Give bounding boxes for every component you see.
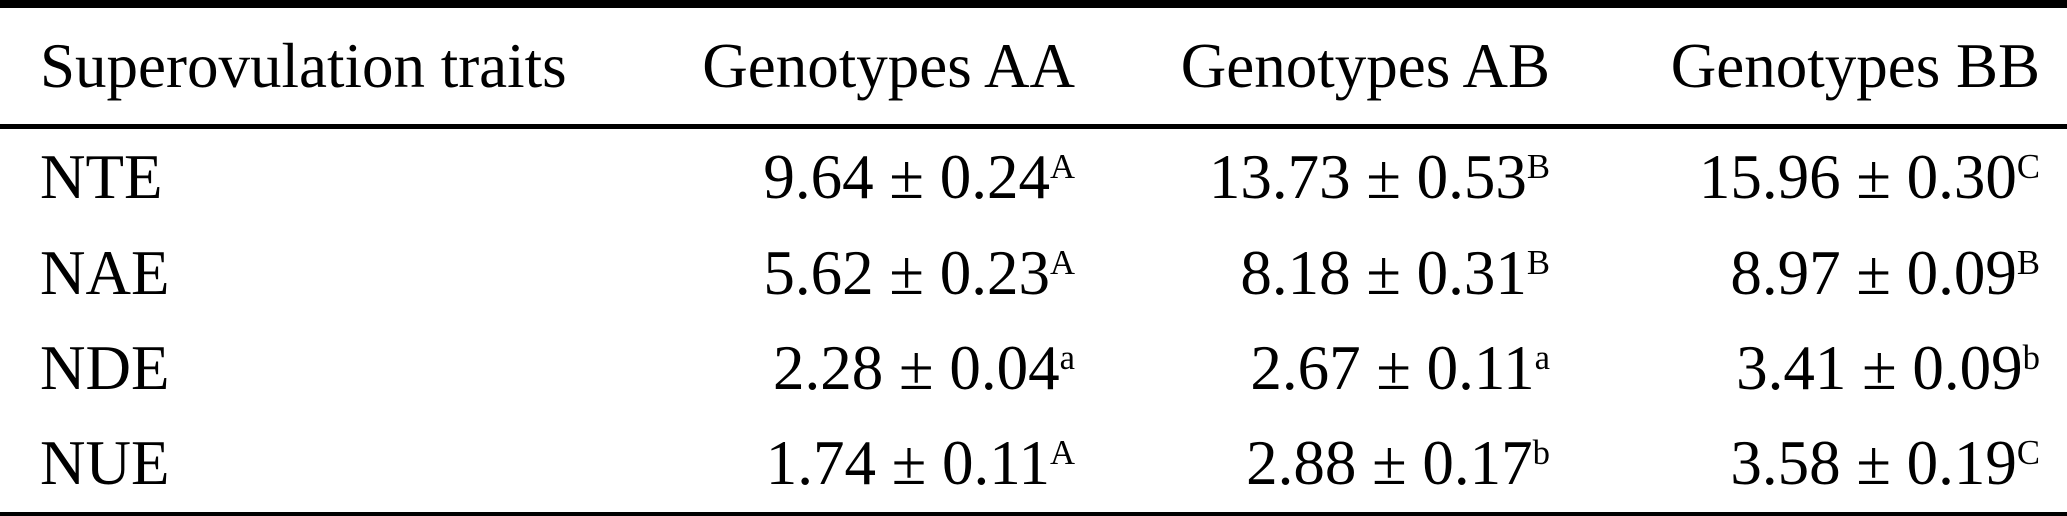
value-cell: 3.41 ± 0.09b	[1565, 321, 2067, 416]
significance-superscript: A	[1049, 147, 1075, 186]
mean-sd-value: 13.73 ± 0.53	[1208, 141, 1527, 212]
significance-superscript: a	[1059, 338, 1075, 377]
mean-sd-value: 2.88 ± 0.17	[1246, 428, 1533, 499]
mean-sd-value: 15.96 ± 0.30	[1698, 141, 2017, 212]
value-cell: 1.74 ± 0.11A	[640, 416, 1090, 514]
value-cell: 15.96 ± 0.30C	[1565, 127, 2067, 226]
value-cell: 8.97 ± 0.09B	[1565, 225, 2067, 320]
mean-sd-value: 5.62 ± 0.23	[763, 237, 1050, 308]
significance-superscript: B	[1526, 147, 1550, 186]
value-cell: 9.64 ± 0.24A	[640, 127, 1090, 226]
value-cell: 5.62 ± 0.23A	[640, 225, 1090, 320]
mean-sd-value: 8.18 ± 0.31	[1240, 237, 1527, 308]
significance-superscript: b	[2022, 338, 2040, 377]
significance-superscript: b	[1532, 434, 1550, 473]
significance-superscript: C	[2016, 147, 2040, 186]
mean-sd-value: 2.28 ± 0.04	[773, 332, 1060, 403]
significance-superscript: A	[1049, 434, 1075, 473]
mean-sd-value: 9.64 ± 0.24	[763, 141, 1050, 212]
significance-superscript: B	[2016, 243, 2040, 282]
trait-label: NUE	[40, 428, 170, 499]
table-row-nae: NAE 5.62 ± 0.23A 8.18 ± 0.31B 8.97 ± 0.0…	[0, 225, 2067, 320]
table-row-nte: NTE 9.64 ± 0.24A 13.73 ± 0.53B 15.96 ± 0…	[0, 127, 2067, 226]
significance-superscript: a	[1534, 338, 1550, 377]
mean-sd-value: 3.41 ± 0.09	[1736, 332, 2023, 403]
trait-label: NTE	[40, 141, 163, 212]
header-row: Superovulation traits Genotypes AA Genot…	[0, 4, 2067, 127]
significance-superscript: B	[1526, 243, 1550, 282]
mean-sd-value: 8.97 ± 0.09	[1730, 237, 2017, 308]
column-header-genotypes-aa: Genotypes AA	[702, 30, 1075, 101]
table-row-nue: NUE 1.74 ± 0.11A 2.88 ± 0.17b 3.58 ± 0.1…	[0, 416, 2067, 514]
value-cell: 8.18 ± 0.31B	[1090, 225, 1565, 320]
trait-label: NDE	[40, 332, 170, 403]
mean-sd-value: 2.67 ± 0.11	[1250, 332, 1535, 403]
table-row-nde: NDE 2.28 ± 0.04a 2.67 ± 0.11a 3.41 ± 0.0…	[0, 321, 2067, 416]
mean-sd-value: 3.58 ± 0.19	[1730, 428, 2017, 499]
value-cell: 13.73 ± 0.53B	[1090, 127, 1565, 226]
value-cell: 2.88 ± 0.17b	[1090, 416, 1565, 514]
column-header-genotypes-ab: Genotypes AB	[1180, 30, 1550, 101]
mean-sd-value: 1.74 ± 0.11	[765, 428, 1050, 499]
value-cell: 2.28 ± 0.04a	[640, 321, 1090, 416]
value-cell: 2.67 ± 0.11a	[1090, 321, 1565, 416]
column-header-superovulation-traits: Superovulation traits	[40, 30, 567, 101]
column-header-genotypes-bb: Genotypes BB	[1670, 30, 2040, 101]
significance-superscript: C	[2016, 434, 2040, 473]
significance-superscript: A	[1049, 243, 1075, 282]
value-cell: 3.58 ± 0.19C	[1565, 416, 2067, 514]
trait-label: NAE	[40, 237, 170, 308]
